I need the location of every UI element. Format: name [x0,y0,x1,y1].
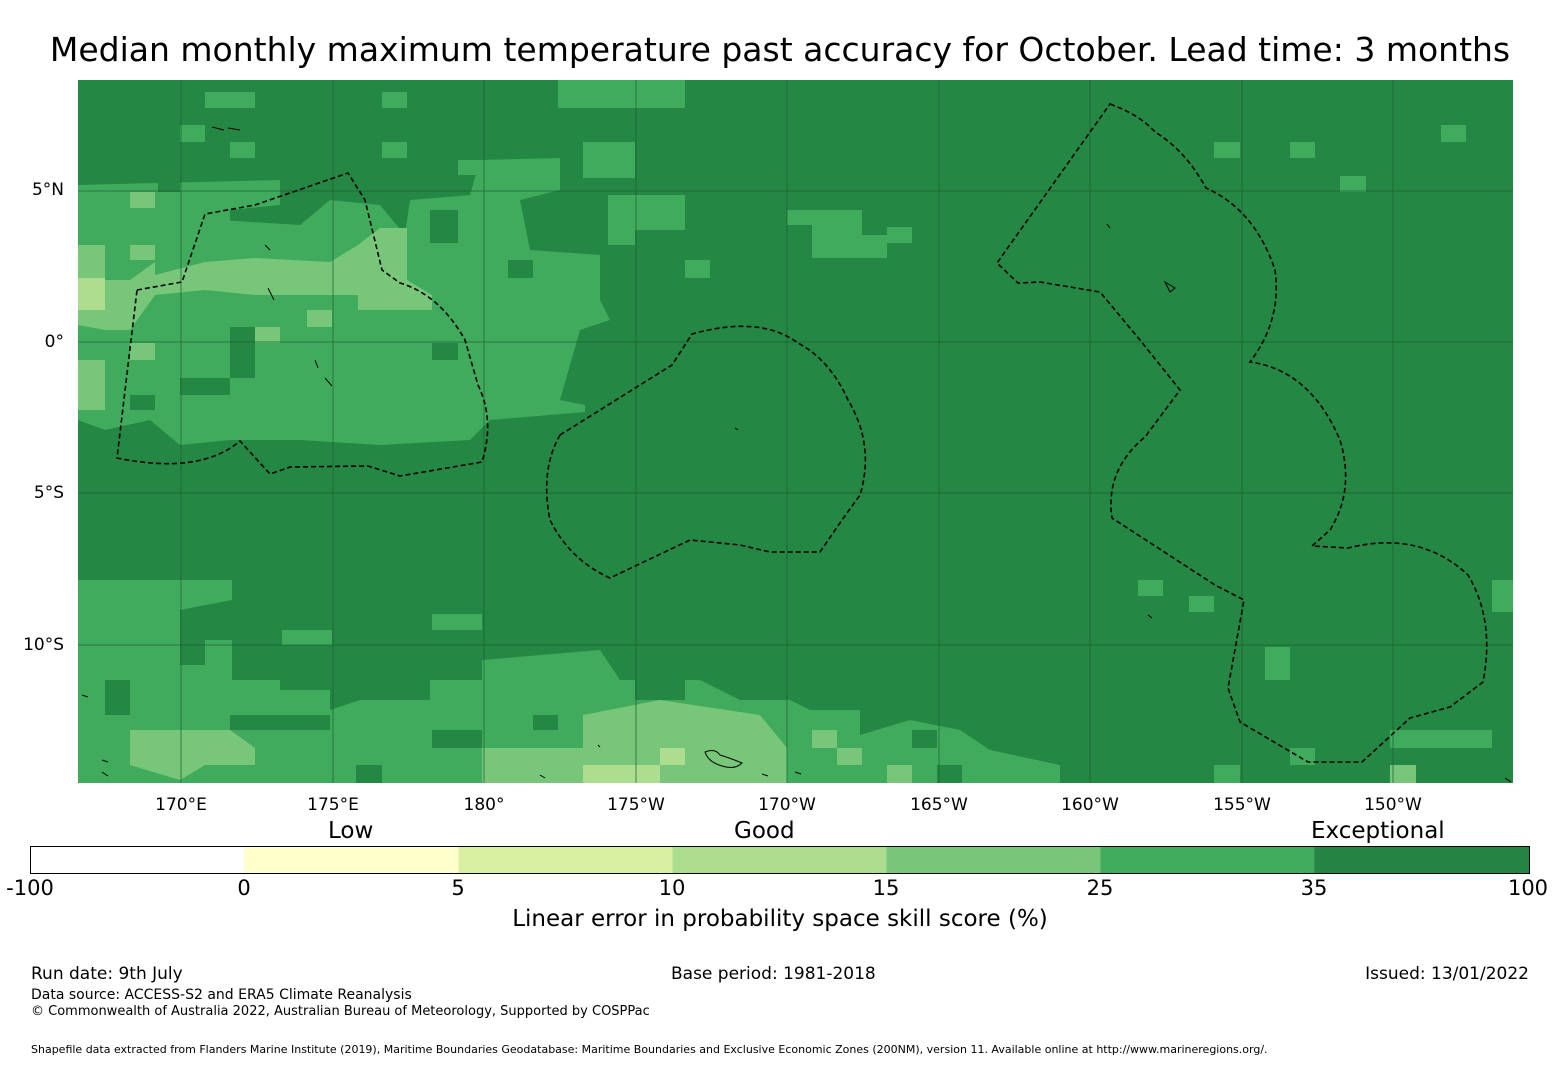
colorbar-border [30,846,1530,874]
colorbar-label: Linear error in probability space skill … [512,906,1048,932]
tick-5: 5 [451,876,465,900]
tick-25: 25 [1086,876,1114,900]
tick-100: 100 [1507,876,1549,900]
run-date: Run date: 9th July [31,964,183,984]
lon-label-170e: 170°E [155,795,207,815]
skill-patches-low [78,278,685,783]
skill-patches-15-25 [78,192,1416,783]
colorbar-segment-neg100-0 [30,846,245,874]
lat-label-5n: 5°N [31,180,64,200]
shapefile-credit: Shapefile data extracted from Flanders M… [31,1043,1268,1056]
lat-label-10s: 10°S [23,635,64,655]
lon-label-175e: 175°E [307,795,359,815]
tick-0: 0 [237,876,251,900]
tick-10: 10 [658,876,686,900]
copyright: © Commonwealth of Australia 2022, Austra… [31,1004,650,1019]
category-exceptional: Exceptional [1311,818,1445,844]
map-frame [78,80,1513,783]
lon-label-165w: 165°W [910,795,968,815]
lat-label-0: 0° [44,332,64,352]
colorbar-segment-10-15 [672,846,887,874]
map-title: Median monthly maximum temperature past … [49,30,1511,69]
category-low: Low [328,818,374,844]
lon-label-155w: 155°W [1213,795,1271,815]
tick-15: 15 [872,876,900,900]
colorbar [30,846,1530,874]
lat-label-5s: 5°S [33,483,64,503]
skill-patches-25-35 [78,80,1513,783]
lon-label-160w: 160°W [1061,795,1119,815]
tick-neg100: -100 [6,876,54,900]
lon-label-150w: 150°W [1364,795,1422,815]
eez-tokelau-phoenix [545,325,867,579]
category-good: Good [734,818,795,844]
colorbar-segment-15-25 [886,846,1101,874]
colorbar-segment-0-5 [244,846,459,874]
tick-35: 35 [1300,876,1328,900]
colorbar-segment-5-10 [458,846,673,874]
islands [81,126,1512,783]
lon-label-175w: 175°W [607,795,665,815]
colorbar-segment-35-100 [1314,846,1530,874]
eez-kiribati-gilbert [116,172,489,477]
issued-date: Issued: 13/01/2022 [1365,964,1529,984]
graticule [78,80,1513,783]
lon-label-170w: 170°W [758,795,816,815]
skill-patches-dark [105,170,962,783]
colorbar-segment-25-35 [1100,846,1315,874]
lon-label-180: 180° [463,795,505,815]
base-period: Base period: 1981-2018 [671,964,876,984]
data-source: Data source: ACCESS-S2 and ERA5 Climate … [31,987,412,1003]
eez-boundaries [116,103,1488,763]
eez-line-islands [995,103,1488,763]
